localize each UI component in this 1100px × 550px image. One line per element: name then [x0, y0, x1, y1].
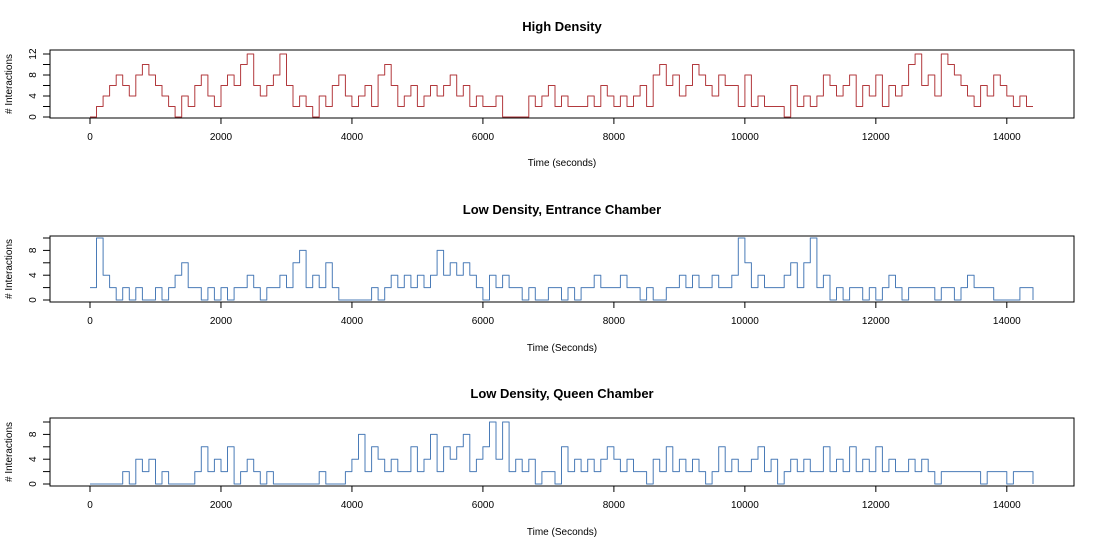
y-tick-label: 4: [28, 272, 39, 278]
y-tick-label: 0: [28, 114, 39, 120]
plot-frame: [49, 49, 1075, 119]
y-tick-label: 4: [28, 93, 39, 99]
chart-title: High Density: [522, 19, 602, 34]
plot-frame: [49, 417, 1075, 487]
chart-title: Low Density, Queen Chamber: [470, 386, 653, 401]
x-tick-label: 8000: [603, 132, 626, 143]
x-tick-label: 6000: [472, 132, 495, 143]
series-line: [90, 421, 1034, 485]
y-tick-label: 0: [28, 297, 39, 303]
x-tick-label: 0: [87, 500, 93, 511]
x-tick-label: 6000: [472, 500, 495, 511]
y-tick-label: 0: [28, 481, 39, 487]
x-tick-label: 14000: [993, 500, 1021, 511]
y-axis-ticks: 0 4 8: [28, 237, 50, 303]
x-tick-label: 4000: [341, 500, 364, 511]
panel-low-density-queen: Low Density, Queen Chamber # Interaction…: [4, 386, 1075, 538]
x-axis-ticks: 0 2000 4000 6000 8000 10000 12000 14000: [87, 302, 1021, 327]
series-line: [90, 53, 1033, 118]
y-tick-label: 8: [28, 247, 39, 253]
y-axis-ticks: 0 4 8: [28, 421, 50, 487]
panel-high-density: High Density # Interactions Time (second…: [4, 19, 1075, 169]
x-tick-label: 0: [87, 316, 93, 327]
y-axis-ticks: 0 4 8 12: [28, 48, 50, 120]
y-axis-label: # Interactions: [4, 422, 15, 482]
x-tick-label: 4000: [341, 316, 364, 327]
y-tick-label: 8: [28, 431, 39, 437]
x-tick-label: 12000: [862, 316, 890, 327]
y-tick-label: 8: [28, 72, 39, 78]
x-tick-label: 8000: [603, 316, 626, 327]
y-tick-label: 12: [28, 48, 39, 60]
x-tick-label: 10000: [731, 316, 759, 327]
y-tick-label: 4: [28, 456, 39, 462]
x-tick-label: 10000: [731, 500, 759, 511]
x-tick-label: 6000: [472, 316, 495, 327]
y-axis-label: # Interactions: [4, 239, 15, 299]
x-tick-label: 2000: [210, 132, 233, 143]
chart-title: Low Density, Entrance Chamber: [463, 202, 661, 217]
x-tick-label: 8000: [603, 500, 626, 511]
x-tick-label: 10000: [731, 132, 759, 143]
x-axis-ticks: 0 2000 4000 6000 8000 10000 12000 14000: [87, 118, 1021, 143]
x-tick-label: 0: [87, 132, 93, 143]
x-tick-label: 4000: [341, 132, 364, 143]
plot-frame: [49, 235, 1075, 303]
y-axis-label: # Interactions: [4, 54, 15, 114]
x-tick-label: 12000: [862, 500, 890, 511]
x-tick-label: 14000: [993, 316, 1021, 327]
x-axis-ticks: 0 2000 4000 6000 8000 10000 12000 14000: [87, 486, 1021, 511]
x-axis-label: Time (Seconds): [527, 343, 597, 354]
panel-low-density-entrance: Low Density, Entrance Chamber # Interact…: [4, 202, 1075, 354]
x-tick-label: 2000: [210, 316, 233, 327]
x-tick-label: 14000: [993, 132, 1021, 143]
x-tick-label: 12000: [862, 132, 890, 143]
x-axis-label: Time (seconds): [528, 158, 597, 169]
x-axis-label: Time (Seconds): [527, 527, 597, 538]
x-tick-label: 2000: [210, 500, 233, 511]
series-line: [90, 237, 1034, 301]
